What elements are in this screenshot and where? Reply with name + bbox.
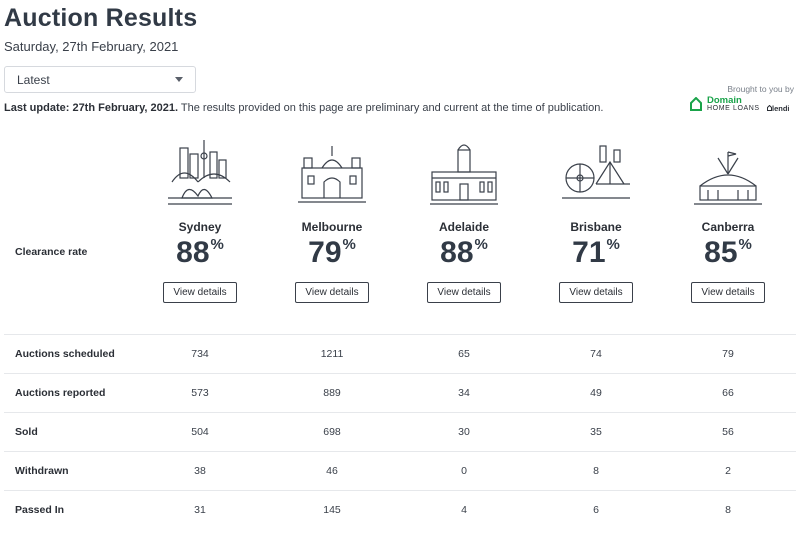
table-cell: 2 xyxy=(725,465,731,477)
view-details-button[interactable]: View details xyxy=(691,282,765,303)
results-table: Auctions scheduled 734 1211 65 74 79 Auc… xyxy=(4,334,796,529)
table-cell: 56 xyxy=(722,426,734,438)
table-row: Passed In 31 145 4 6 8 xyxy=(4,490,796,529)
table-cell: 0 xyxy=(461,465,467,477)
city-name: Melbourne xyxy=(301,220,363,234)
view-details-button[interactable]: View details xyxy=(295,282,369,303)
city-name: Brisbane xyxy=(570,220,622,234)
domain-logo-text: Domain xyxy=(707,95,742,106)
melbourne-skyline-icon xyxy=(298,146,366,203)
clearance-rate-value: 79% xyxy=(308,236,356,269)
city-name: Sydney xyxy=(178,220,222,234)
domain-home-icon xyxy=(690,97,702,111)
sponsor-caption: Brought to you by xyxy=(727,84,794,94)
table-cell: 698 xyxy=(323,426,341,438)
last-update-date: Last update: 27th February, 2021. xyxy=(4,102,179,114)
table-cell: 66 xyxy=(722,387,734,399)
adelaide-skyline-icon xyxy=(430,144,498,205)
sydney-skyline-icon xyxy=(168,140,232,205)
view-details-button[interactable]: View details xyxy=(427,282,501,303)
table-row: Auctions scheduled 734 1211 65 74 79 xyxy=(4,334,796,373)
table-cell: 573 xyxy=(191,387,209,399)
table-cell: 4 xyxy=(461,504,467,516)
row-label: Sold xyxy=(15,426,38,438)
table-row: Auctions reported 573 889 34 49 66 xyxy=(4,373,796,412)
lendi-icon xyxy=(767,105,772,111)
city-name: Canberra xyxy=(701,220,755,234)
sponsor-logo[interactable]: Domain HOME LOANS lendi xyxy=(690,95,800,115)
brisbane-skyline-icon xyxy=(562,145,630,199)
chevron-down-icon xyxy=(175,77,183,82)
table-cell: 79 xyxy=(722,348,734,360)
lendi-logo-text: lendi xyxy=(772,104,790,113)
home-loans-logo-text: HOME LOANS xyxy=(707,105,760,112)
city-column-melbourne: Melbourne 79% View details xyxy=(277,138,387,303)
table-cell: 504 xyxy=(191,426,209,438)
results-date-select[interactable]: Latest xyxy=(4,66,196,93)
table-cell: 46 xyxy=(326,465,338,477)
clearance-rate-value: 88% xyxy=(440,236,488,269)
table-cell: 65 xyxy=(458,348,470,360)
select-value: Latest xyxy=(17,73,50,87)
table-cell: 889 xyxy=(323,387,341,399)
table-cell: 734 xyxy=(191,348,209,360)
row-label: Auctions reported xyxy=(15,387,106,399)
city-column-canberra: Canberra 85% View details xyxy=(673,138,783,303)
row-label: Auctions scheduled xyxy=(15,348,115,360)
table-cell: 6 xyxy=(593,504,599,516)
table-cell: 145 xyxy=(323,504,341,516)
view-details-button[interactable]: View details xyxy=(559,282,633,303)
city-column-adelaide: Adelaide 88% View details xyxy=(409,138,519,303)
row-label: Withdrawn xyxy=(15,465,69,477)
table-cell: 31 xyxy=(194,504,206,516)
table-cell: 8 xyxy=(593,465,599,477)
table-cell: 35 xyxy=(590,426,602,438)
row-label: Passed In xyxy=(15,504,65,516)
table-cell: 38 xyxy=(194,465,206,477)
city-name: Adelaide xyxy=(438,220,489,234)
last-update-notice: Last update: 27th February, 2021. The re… xyxy=(4,102,603,114)
clearance-rate-value: 71% xyxy=(572,236,620,269)
city-column-brisbane: Brisbane 71% View details xyxy=(541,138,651,303)
page-title: Auction Results xyxy=(4,4,198,32)
view-details-button[interactable]: View details xyxy=(163,282,237,303)
clearance-rate-value: 88% xyxy=(176,236,224,269)
table-row: Withdrawn 38 46 0 8 2 xyxy=(4,451,796,490)
clearance-rate-label: Clearance rate xyxy=(15,246,88,258)
canberra-skyline-icon xyxy=(694,151,762,205)
table-cell: 1211 xyxy=(320,348,344,360)
auction-date: Saturday, 27th February, 2021 xyxy=(4,39,179,54)
table-cell: 34 xyxy=(458,387,470,399)
table-row: Sold 504 698 30 35 56 xyxy=(4,412,796,451)
clearance-rate-value: 85% xyxy=(704,236,752,269)
table-cell: 30 xyxy=(458,426,470,438)
last-update-text: The results provided on this page are pr… xyxy=(178,102,604,114)
table-cell: 74 xyxy=(590,348,602,360)
city-column-sydney: Sydney 88% View details xyxy=(145,138,255,303)
table-cell: 49 xyxy=(590,387,602,399)
table-cell: 8 xyxy=(725,504,731,516)
